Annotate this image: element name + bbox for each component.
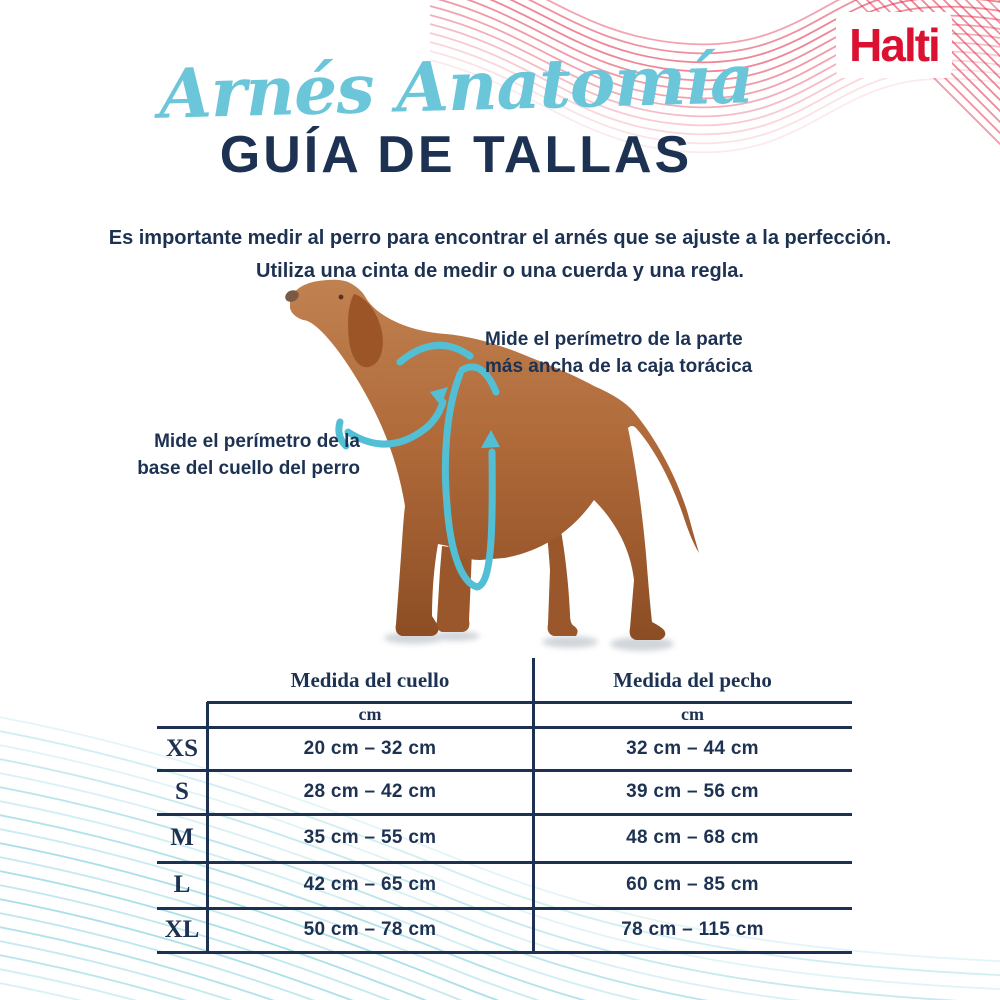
- header: Arnés Anatomía GUÍA DE TALLAS: [0, 39, 912, 185]
- xs-neck-range: 20 cm – 32 cm: [303, 737, 437, 759]
- neck-measure-note: Mide el perímetro de la base del cuello …: [130, 428, 360, 482]
- intro-text: Es importante medir al perro para encont…: [0, 222, 1000, 288]
- chest-note-line-1: Mide el perímetro de la parte: [485, 329, 743, 350]
- xl-chest-range: 78 cm – 115 cm: [621, 919, 764, 940]
- neck-note-line-1: Mide el perímetro de la: [154, 431, 360, 452]
- size-label-l: L: [173, 871, 191, 898]
- unit-cell-pecho: cm: [681, 704, 704, 724]
- l-neck-range: 42 cm – 65 cm: [303, 874, 437, 895]
- halti-logo-text: Halti: [849, 19, 941, 71]
- column-header-pecho: Medida del pecho: [613, 667, 772, 692]
- size-label-s: S: [175, 778, 189, 805]
- table-line: [157, 950, 852, 954]
- size-label-m: M: [170, 824, 194, 851]
- table-line: [157, 768, 852, 772]
- intro-line-1: Es importante medir al perro para encont…: [108, 227, 892, 249]
- intro-line-2: Utiliza una cinta de medir o una cuerda …: [256, 260, 744, 282]
- m-chest-range: 48 cm – 68 cm: [626, 827, 759, 848]
- page-title-script: Arnés Anatomía: [157, 39, 754, 135]
- table-line: [157, 906, 852, 910]
- xl-neck-range: 50 cm – 78 cm: [303, 919, 437, 940]
- s-neck-range: 28 cm – 42 cm: [303, 781, 437, 802]
- neck-note-line-2: base del cuello del perro: [137, 458, 360, 479]
- table-line: [205, 702, 209, 952]
- dog-nose: [285, 290, 299, 302]
- m-neck-range: 35 cm – 55 cm: [303, 827, 437, 848]
- table-line: [531, 658, 535, 952]
- size-table: Medida del cuello Medida del pecho cm cm…: [157, 658, 852, 954]
- chest-measure-note: Mide el perímetro de la parte más ancha …: [485, 326, 752, 380]
- size-label-xl: XL: [164, 916, 200, 943]
- unit-cell-cuello: cm: [358, 704, 382, 724]
- halti-logo: Halti: [836, 12, 952, 78]
- neck-measurement-arrow: [335, 341, 474, 450]
- s-chest-range: 39 cm – 56 cm: [626, 781, 759, 802]
- chest-note-line-2: más ancha de la caja torácica: [485, 356, 753, 377]
- table-line: [207, 700, 852, 704]
- chest-measurement-arrow: [441, 363, 500, 591]
- dog-eye: [338, 294, 344, 300]
- table-line: [157, 812, 852, 816]
- table-line: [157, 860, 852, 864]
- l-chest-range: 60 cm – 85 cm: [626, 874, 759, 895]
- dog-shadow: [384, 631, 674, 651]
- dog-ear: [348, 294, 383, 368]
- column-header-cuello: Medida del cuello: [290, 667, 450, 692]
- page-title: GUÍA DE TALLAS: [219, 126, 693, 185]
- table-line: [157, 725, 852, 729]
- dog-illustration: [285, 279, 699, 651]
- size-label-xs: XS: [166, 734, 198, 762]
- xs-chest-range: 32 cm – 44 cm: [626, 737, 759, 759]
